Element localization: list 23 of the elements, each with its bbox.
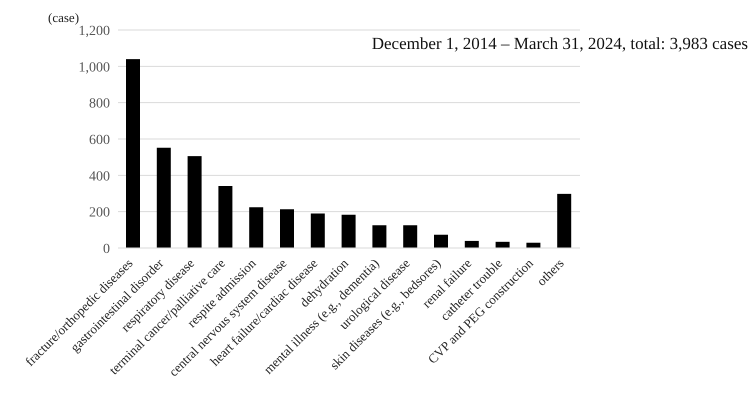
bar: [434, 234, 448, 248]
bar: [464, 240, 479, 248]
bar: [526, 242, 540, 248]
bar: [156, 148, 171, 248]
y-tick-label: 200: [89, 206, 110, 221]
bar: [557, 194, 572, 248]
y-tick-label: 400: [89, 169, 110, 184]
bar: [218, 186, 232, 248]
y-axis-title: (case): [48, 10, 80, 26]
y-tick-label: 1,200: [78, 24, 110, 39]
bar: [280, 209, 294, 248]
y-tick-label: 1,000: [78, 60, 110, 76]
bar: [403, 225, 418, 248]
annotation: December 1, 2014 – March 31, 2024, total: 3,983 cases: [372, 34, 748, 54]
bar: [372, 225, 386, 248]
y-tick-label: 0: [103, 242, 110, 257]
bar: [188, 156, 202, 248]
bar: [310, 213, 325, 248]
bar: [249, 207, 264, 248]
bar: [126, 59, 140, 248]
bar: [342, 214, 356, 248]
y-tick-label: 600: [89, 132, 110, 148]
y-tick-label: 800: [89, 96, 110, 112]
